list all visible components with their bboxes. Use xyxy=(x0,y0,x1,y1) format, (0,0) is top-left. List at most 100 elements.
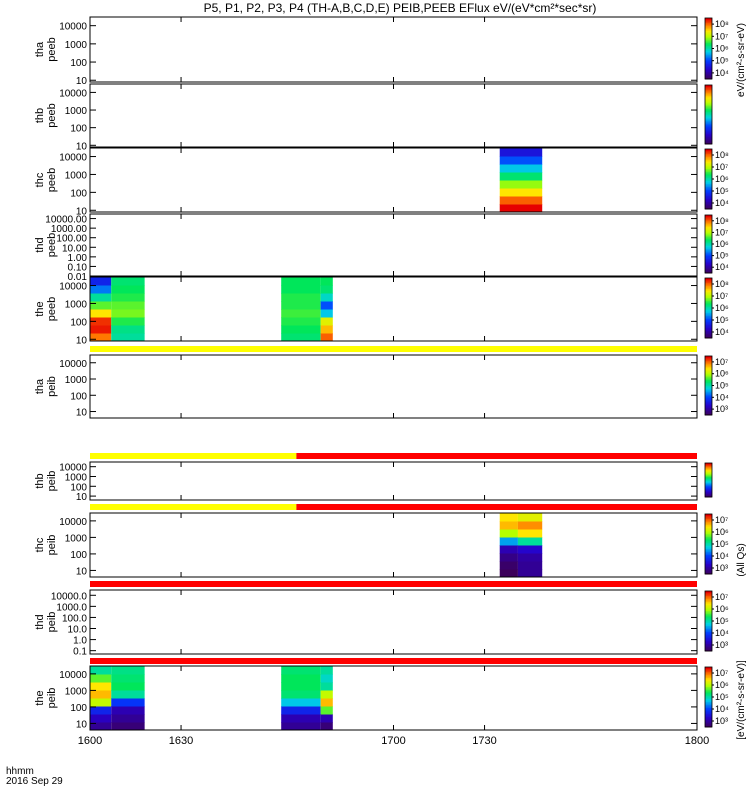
colorbar-segment xyxy=(705,30,712,33)
colorbar-segment xyxy=(705,557,712,560)
colorbar-unit-label: eV/(cm²-s-sr-eV) xyxy=(736,23,747,97)
colorbar-segment xyxy=(705,314,712,316)
colorbar-segment xyxy=(705,692,712,695)
colorbar-segment xyxy=(705,358,712,361)
colorbar-segment xyxy=(705,568,712,570)
colorbar-segment xyxy=(705,403,712,406)
colorbar-segment xyxy=(705,542,712,545)
y-tick-label: 10 xyxy=(76,335,88,346)
heatmap-cell xyxy=(281,309,321,318)
colorbar-frame xyxy=(704,462,713,498)
colorbar-segment xyxy=(705,356,712,358)
y-tick-label: 1000 xyxy=(65,686,88,697)
colorbar-tick-label: 10⁵ xyxy=(715,539,729,549)
colorbar-segment xyxy=(705,206,712,208)
heatmap-cell xyxy=(320,333,333,342)
y-tick-label: 100 xyxy=(70,703,87,714)
colorbar-tick-label: 10⁷ xyxy=(715,227,728,237)
colorbar-segment xyxy=(705,559,712,561)
colorbar-tick-label: 10⁸ xyxy=(715,150,729,160)
colorbar-tick-label: 10⁵ xyxy=(715,616,729,626)
colorbar-segment xyxy=(705,493,712,495)
heatmap-cell xyxy=(90,714,112,723)
colorbar-tick-label: 10⁵ xyxy=(715,381,729,391)
colorbar-segment xyxy=(705,616,712,619)
colorbar-segment xyxy=(705,42,712,45)
heatmap-cell xyxy=(111,722,145,731)
colorbar-segment xyxy=(705,36,712,39)
heatmap-cell xyxy=(281,293,321,302)
colorbar-segment xyxy=(705,278,712,280)
colorbar-segment xyxy=(705,167,712,169)
colorbar-segment xyxy=(705,126,712,129)
colorbar-segment xyxy=(705,407,712,410)
colorbar-frame xyxy=(704,84,713,145)
heatmap-cell xyxy=(517,537,543,546)
colorbar-segment xyxy=(705,228,712,230)
colorbar-segment xyxy=(705,618,712,620)
colorbar-segment xyxy=(705,481,712,484)
heatmap-cell xyxy=(90,277,112,286)
colorbar-tick-label: 10⁵ xyxy=(715,315,729,325)
colorbar-segment xyxy=(705,53,712,56)
panel-label-probe: tha xyxy=(34,41,46,57)
heatmap-cell xyxy=(320,698,333,707)
colorbar-segment xyxy=(705,515,712,518)
heatmap-cell xyxy=(517,545,543,554)
colorbar-segment xyxy=(705,233,712,236)
heatmap-cell xyxy=(499,164,543,173)
heatmap-cell xyxy=(499,196,543,205)
colorbar-segment xyxy=(705,45,712,48)
colorbar-segment xyxy=(705,323,712,325)
colorbar-segment xyxy=(705,488,712,490)
colorbar-segment xyxy=(705,203,712,205)
colorbar-segment xyxy=(705,685,712,687)
colorbar-segment xyxy=(705,229,712,232)
colorbar-segment xyxy=(705,87,712,90)
y-tick-label: 10 xyxy=(76,492,88,503)
colorbar-segment xyxy=(705,142,712,145)
colorbar-segment xyxy=(705,120,712,123)
heatmap-cell xyxy=(90,722,112,731)
colorbar-tick-label: 10⁴ xyxy=(715,392,729,402)
colorbar-segment xyxy=(705,643,712,646)
colorbar-tick-label: 10³ xyxy=(715,404,728,414)
colorbar-segment xyxy=(705,252,712,255)
heatmap-cell xyxy=(111,666,145,675)
colorbar-segment xyxy=(705,553,712,555)
colorbar-segment xyxy=(705,565,712,567)
colorbar-segment xyxy=(705,597,712,599)
colorbar-segment xyxy=(705,592,712,595)
panel-label-probe: thc xyxy=(34,537,46,552)
colorbar-tick-label: 10⁵ xyxy=(715,56,729,66)
colorbar-segment xyxy=(705,85,712,87)
colorbar-segment xyxy=(705,395,712,398)
colorbar-segment xyxy=(705,386,712,389)
colorbar-segment xyxy=(705,688,712,690)
panel-label-probe: thd xyxy=(34,237,46,252)
y-tick-label: 10000.0 xyxy=(51,591,88,602)
colorbar-segment xyxy=(705,320,712,322)
colorbar-segment xyxy=(705,475,712,478)
heatmap-cell xyxy=(499,156,543,165)
panel-label-product: peeb xyxy=(46,168,58,192)
colorbar-segment xyxy=(705,46,712,49)
colorbar-segment xyxy=(705,404,712,407)
colorbar-segment xyxy=(705,117,712,120)
colorbar-segment xyxy=(705,165,712,168)
colorbar-segment xyxy=(705,21,712,24)
colorbar-segment xyxy=(705,40,712,43)
colorbar-tick-label: 10³ xyxy=(715,716,728,726)
colorbar-segment xyxy=(705,201,712,204)
colorbar-segment xyxy=(705,670,712,672)
heatmap-cell xyxy=(517,521,543,530)
colorbar-segment xyxy=(705,153,712,156)
y-tick-label: 1000.0 xyxy=(56,602,87,613)
heatmap-cell xyxy=(281,690,321,699)
heatmap-cell xyxy=(320,285,333,294)
colorbar-segment xyxy=(705,159,712,162)
colorbar-segment xyxy=(705,715,712,717)
colorbar-segment xyxy=(705,96,712,99)
